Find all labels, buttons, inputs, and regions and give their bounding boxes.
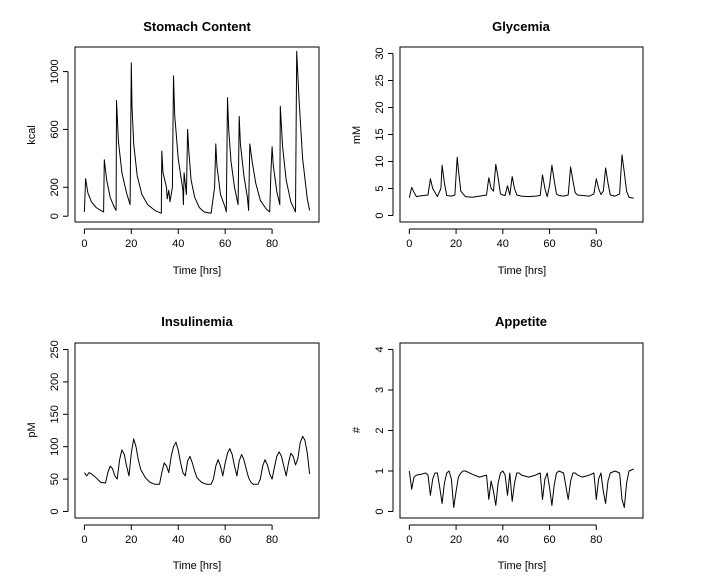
panel-insulinemia: Insulinemia 0 20 40 60 80 0 50 100 150 200 250 Ti… (26, 314, 320, 572)
y-axis-label: pM (26, 422, 38, 437)
series-line (83, 50, 311, 214)
x-tick-label: 40 (497, 238, 509, 250)
y-tick-label: 5 (374, 185, 386, 191)
y-axis: 0 1 2 3 4 (374, 346, 394, 515)
panel-appetite: Appetite 0 20 40 60 80 0 1 2 3 4 Time [hrs] # (351, 314, 644, 572)
panel-glycemia: Glycemia 0 20 40 60 80 0 5 10 15 20 25 30 Time [hr… (351, 19, 644, 277)
x-axis-label: Time [hrs] (498, 560, 547, 572)
x-tick-label: 80 (266, 238, 278, 250)
x-axis: 0 20 40 60 80 (406, 524, 602, 546)
y-axis-label: kcal (26, 125, 38, 145)
series-line (408, 468, 634, 508)
y-axis: 0 50 100 150 200 250 (49, 340, 69, 515)
x-tick-label: 40 (172, 238, 184, 250)
y-tick-label: 10 (374, 155, 386, 167)
x-axis-label: Time [hrs] (498, 265, 547, 277)
x-tick-label: 20 (450, 238, 462, 250)
plot-frame (399, 342, 644, 519)
x-axis: 0 20 40 60 80 (81, 524, 278, 546)
x-tick-label: 40 (497, 534, 509, 546)
plot-frame (74, 342, 320, 519)
x-axis: 0 20 40 60 80 (81, 228, 278, 250)
plot-frame (399, 46, 644, 223)
x-tick-label: 40 (172, 534, 184, 546)
x-tick-label: 60 (543, 534, 555, 546)
x-tick-label: 20 (450, 534, 462, 546)
x-tick-label: 0 (406, 534, 412, 546)
series-layer (83, 435, 311, 485)
y-axis-label: mM (351, 126, 363, 144)
y-tick-label: 1000 (49, 59, 61, 83)
x-tick-label: 80 (590, 238, 602, 250)
y-tick-label: 250 (49, 340, 61, 358)
x-axis: 0 20 40 60 80 (406, 228, 602, 250)
x-tick-label: 20 (125, 238, 137, 250)
x-tick-label: 80 (266, 534, 278, 546)
chart-title: Insulinemia (161, 314, 233, 329)
chart-title: Stomach Content (143, 19, 251, 34)
plot-frame (74, 46, 320, 223)
series-layer (83, 50, 311, 214)
x-tick-label: 60 (219, 534, 231, 546)
y-tick-label: 0 (374, 212, 386, 218)
y-axis: 0 200 600 1000 (49, 59, 69, 219)
series-layer (408, 468, 634, 508)
y-axis-label: # (351, 426, 363, 433)
x-tick-label: 20 (125, 534, 137, 546)
chart-title: Glycemia (492, 19, 551, 34)
x-tick-label: 60 (543, 238, 555, 250)
x-tick-label: 80 (590, 534, 602, 546)
x-axis-label: Time [hrs] (173, 265, 222, 277)
panel-stomach-content: Stomach Content 0 20 40 60 80 0 200 600 1000 Ti… (26, 19, 320, 277)
x-tick-label: 60 (219, 238, 231, 250)
y-tick-label: 1 (374, 468, 386, 474)
y-tick-label: 3 (374, 387, 386, 393)
x-tick-label: 0 (406, 238, 412, 250)
y-tick-label: 25 (374, 74, 386, 86)
y-axis: 0 5 10 15 20 25 30 (374, 47, 394, 219)
y-tick-label: 150 (49, 405, 61, 423)
y-tick-label: 100 (49, 438, 61, 456)
y-tick-label: 200 (49, 373, 61, 391)
x-tick-label: 0 (81, 238, 87, 250)
y-tick-label: 30 (374, 47, 386, 59)
y-tick-label: 50 (49, 473, 61, 485)
series-line (408, 154, 634, 199)
series-layer (408, 154, 634, 199)
y-tick-label: 4 (374, 346, 386, 352)
x-axis-label: Time [hrs] (173, 560, 222, 572)
y-tick-label: 0 (49, 213, 61, 219)
y-tick-label: 200 (49, 178, 61, 196)
y-tick-label: 15 (374, 128, 386, 140)
y-tick-label: 20 (374, 101, 386, 113)
series-line (83, 435, 311, 485)
x-tick-label: 0 (81, 534, 87, 546)
y-tick-label: 2 (374, 427, 386, 433)
chart-title: Appetite (495, 314, 547, 329)
y-tick-label: 600 (49, 120, 61, 138)
y-tick-label: 0 (49, 508, 61, 514)
y-tick-label: 0 (374, 508, 386, 514)
